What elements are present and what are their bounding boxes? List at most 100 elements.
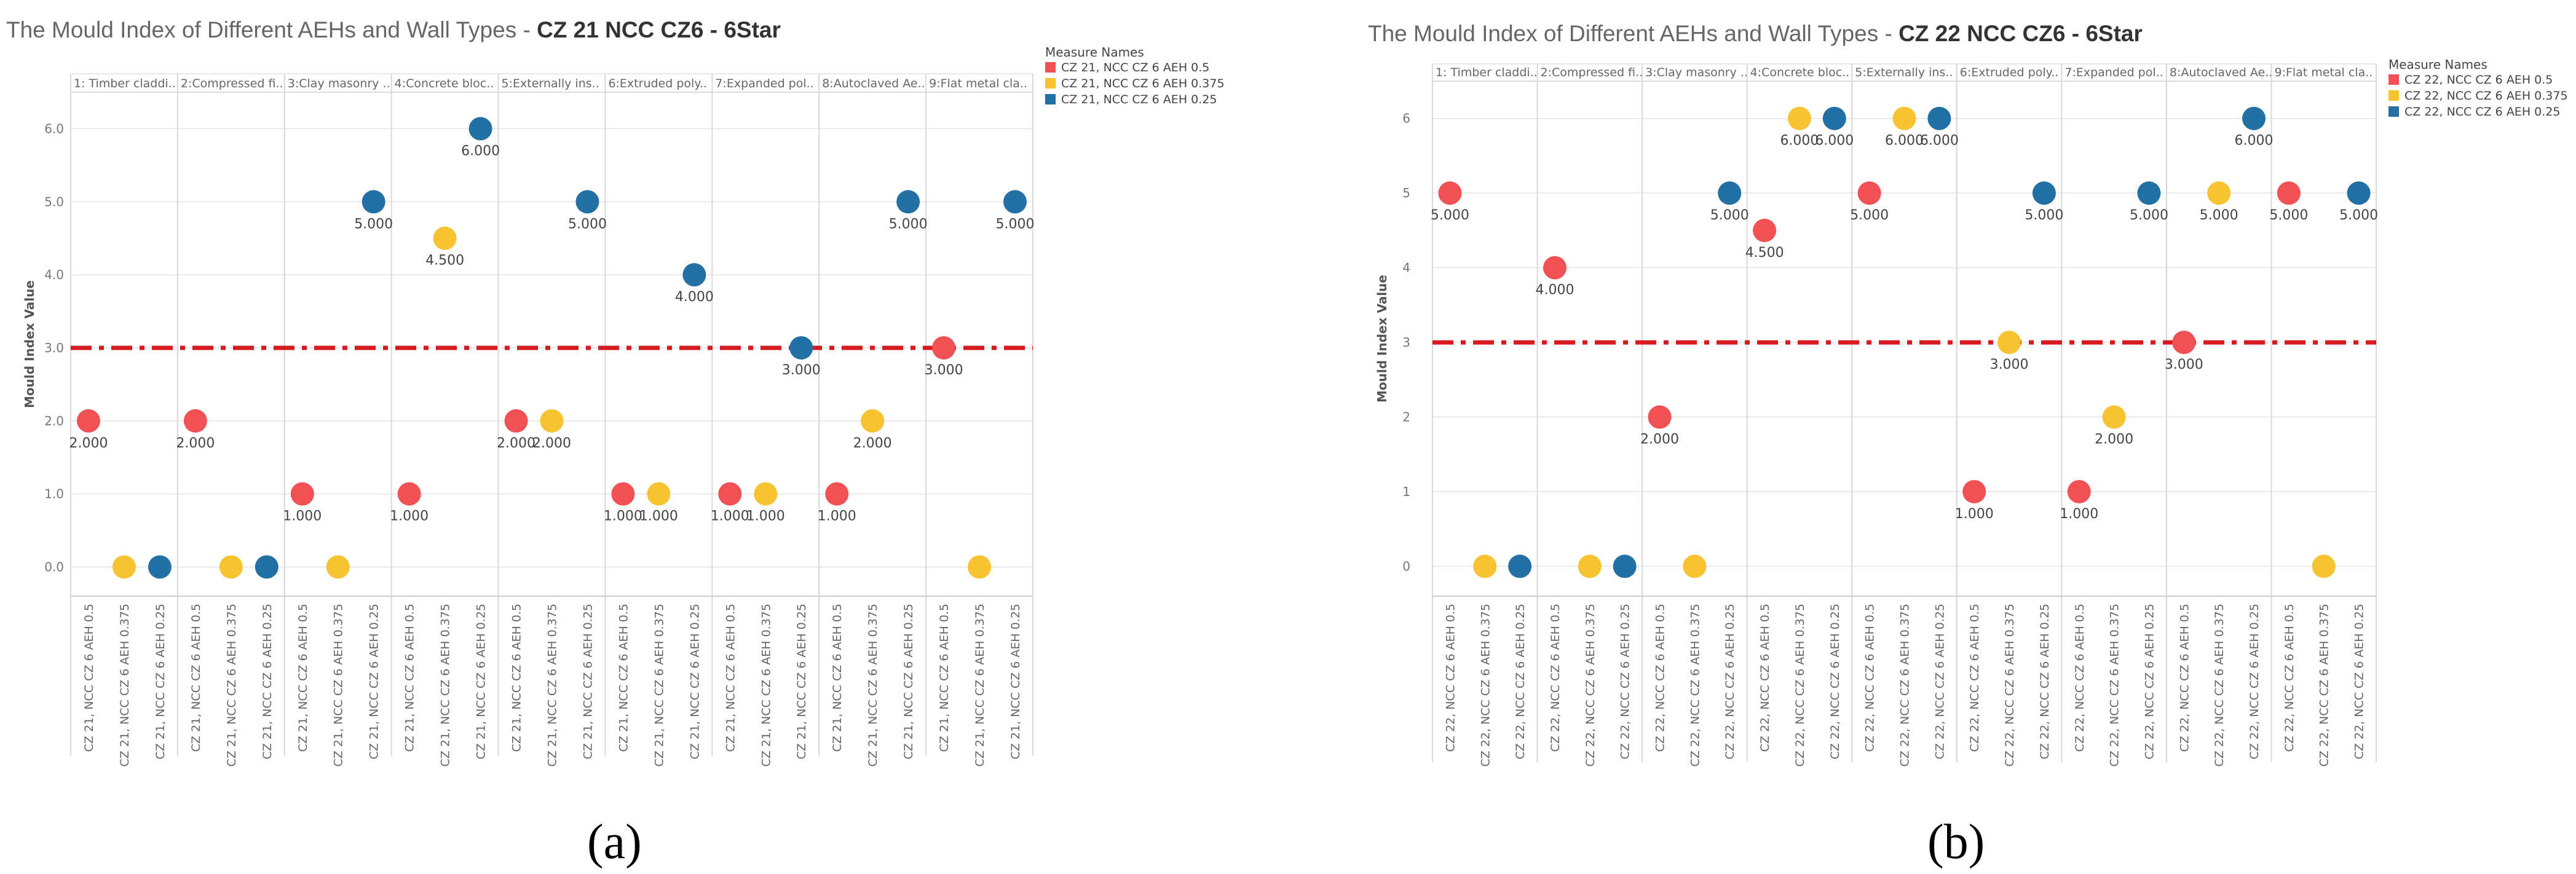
data-label-b-g3-s3: 5.000 [1710, 208, 1749, 223]
data-label-a-g9-s1: 3.000 [925, 363, 963, 378]
point-b-g6-s3 [2032, 181, 2056, 205]
data-label-a-g6-s1: 1.000 [604, 509, 642, 524]
point-b-g7-s1 [2067, 479, 2091, 503]
x-tick-label-a-6-2: CZ 21, NCC CZ 6 AEH 0.25 [795, 604, 808, 759]
x-tick-label-a-8-1: CZ 21, NCC CZ 6 AEH 0.375 [973, 604, 987, 767]
point-b-g3-s1 [1648, 405, 1672, 429]
data-label-a-g4-s1: 1.000 [390, 509, 429, 524]
data-label-b-g5-s1: 5.000 [1850, 208, 1889, 223]
point-b-g8-s1 [2172, 331, 2196, 355]
y-tick-label-b-3: 3 [1402, 335, 1410, 350]
data-label-a-g4-s2: 4.500 [425, 253, 464, 269]
group-header-a-2: 3:Clay masonry .. [288, 77, 390, 90]
point-a-g2-s2 [219, 555, 243, 579]
point-a-g2-s3 [255, 555, 279, 579]
y-tick-label-b-6: 6 [1402, 111, 1410, 126]
x-tick-label-b-2-0: CZ 22, NCC CZ 6 AEH 0.5 [1654, 604, 1667, 752]
y-tick-label-a-1: 1.0 [44, 487, 64, 502]
point-a-g5-s3 [575, 190, 599, 214]
x-tick-label-b-0-2: CZ 22, NCC CZ 6 AEH 0.25 [1514, 604, 1527, 759]
point-a-g8-s1 [825, 482, 849, 506]
x-tick-label-a-7-0: CZ 21, NCC CZ 6 AEH 0.5 [831, 604, 844, 752]
data-label-b-g1-s1: 5.000 [1431, 208, 1469, 223]
legend-entry-a-0: CZ 21, NCC CZ 6 AEH 0.5 [1061, 61, 1209, 74]
data-label-a-g8-s1: 1.000 [818, 509, 856, 524]
chart-title-b-bold: CZ 22 NCC CZ6 - 6Star [1898, 21, 2143, 46]
x-tick-label-a-4-2: CZ 21, NCC CZ 6 AEH 0.25 [581, 604, 595, 759]
point-b-g2-s1 [1543, 256, 1567, 280]
legend-title-b: Measure Names [2388, 57, 2487, 72]
group-header-a-7: 8:Autoclaved Ae.. [822, 77, 925, 90]
x-tick-label-b-4-1: CZ 22, NCC CZ 6 AEH 0.375 [1898, 604, 1912, 767]
point-a-g4-s1 [397, 482, 421, 506]
group-header-b-0: 1: Timber claddi.. [1436, 66, 1538, 79]
point-b-g4-s1 [1753, 218, 1777, 242]
legend-entry-a-2: CZ 21, NCC CZ 6 AEH 0.25 [1061, 93, 1217, 106]
x-tick-label-b-0-1: CZ 22, NCC CZ 6 AEH 0.375 [1479, 604, 1492, 767]
x-tick-label-a-1-0: CZ 21, NCC CZ 6 AEH 0.5 [189, 604, 203, 752]
data-label-a-g9-s3: 5.000 [996, 216, 1035, 232]
x-tick-label-a-5-1: CZ 21, NCC CZ 6 AEH 0.375 [652, 604, 666, 767]
point-b-g2-s2 [1578, 554, 1602, 578]
data-label-b-g4-s1: 4.500 [1745, 245, 1784, 261]
caption-a: (a) [587, 815, 642, 869]
data-label-b-g9-s1: 5.000 [2269, 208, 2308, 223]
point-a-g7-s3 [789, 336, 813, 360]
point-b-g1-s1 [1438, 181, 1462, 205]
point-b-g1-s3 [1508, 554, 1532, 578]
x-tick-label-a-3-2: CZ 21, NCC CZ 6 AEH 0.25 [475, 604, 488, 759]
point-b-g7-s3 [2137, 181, 2161, 205]
x-tick-label-a-7-2: CZ 21, NCC CZ 6 AEH 0.25 [902, 604, 915, 759]
data-label-a-g7-s1: 1.000 [711, 509, 749, 524]
data-label-b-g8-s3: 6.000 [2235, 133, 2274, 149]
legend-swatch-b-1 [2388, 90, 2399, 101]
group-header-a-3: 4:Concrete bloc.. [395, 77, 494, 90]
legend-swatch-b-2 [2388, 106, 2399, 117]
x-tick-label-b-0-0: CZ 22, NCC CZ 6 AEH 0.5 [1444, 604, 1457, 752]
point-a-g3-s2 [326, 555, 350, 579]
group-header-a-6: 7:Expanded pol.. [715, 77, 813, 90]
point-a-g8-s2 [861, 409, 885, 433]
y-tick-label-a-2: 2.0 [44, 414, 64, 428]
data-label-a-g6-s2: 1.000 [639, 509, 678, 524]
point-b-g9-s2 [2312, 554, 2336, 578]
data-label-b-g3-s1: 2.000 [1640, 432, 1679, 447]
point-b-g2-s3 [1613, 554, 1637, 578]
x-tick-label-b-8-0: CZ 22, NCC CZ 6 AEH 0.5 [2283, 604, 2296, 752]
y-axis-label-b: Mould Index Value [1375, 275, 1389, 403]
chart-title-a: The Mould Index of Different AEHs and Wa… [6, 17, 781, 43]
data-label-b-g7-s1: 1.000 [2060, 506, 2098, 522]
x-tick-label-a-4-1: CZ 21, NCC CZ 6 AEH 0.375 [546, 604, 559, 767]
legend-entry-b-1: CZ 22, NCC CZ 6 AEH 0.375 [2404, 89, 2568, 103]
x-tick-label-b-4-0: CZ 22, NCC CZ 6 AEH 0.5 [1863, 604, 1877, 752]
y-tick-label-a-6: 6.0 [44, 121, 64, 136]
point-a-g1-s2 [112, 555, 136, 579]
point-a-g8-s3 [896, 190, 920, 214]
point-a-g6-s1 [611, 482, 635, 506]
legend-swatch-a-2 [1045, 94, 1056, 104]
x-tick-label-a-8-2: CZ 21, NCC CZ 6 AEH 0.25 [1009, 604, 1022, 759]
legend-swatch-b-0 [2388, 74, 2399, 85]
chart-title-b-prefix: The Mould Index of Different AEHs and Wa… [1368, 21, 1899, 46]
point-a-g5-s1 [504, 409, 528, 433]
group-header-a-8: 9:Flat metal cla.. [929, 77, 1027, 90]
data-label-a-g6-s3: 4.000 [675, 289, 714, 305]
y-axis-label-a: Mould Index Value [22, 280, 37, 408]
legend-title-a: Measure Names [1045, 45, 1144, 60]
x-tick-label-b-8-1: CZ 22, NCC CZ 6 AEH 0.375 [2318, 604, 2331, 767]
x-tick-label-b-2-2: CZ 22, NCC CZ 6 AEH 0.25 [1723, 604, 1737, 759]
point-a-g7-s2 [754, 482, 778, 506]
chart-title-a-prefix: The Mould Index of Different AEHs and Wa… [6, 17, 537, 42]
data-label-a-g7-s2: 1.000 [746, 509, 785, 524]
data-label-a-g7-s3: 3.000 [782, 363, 821, 378]
data-label-a-g5-s2: 2.000 [532, 436, 571, 451]
x-tick-label-a-5-2: CZ 21, NCC CZ 6 AEH 0.25 [688, 604, 701, 759]
group-header-b-8: 9:Flat metal cla.. [2274, 66, 2373, 79]
legend-swatch-a-1 [1045, 78, 1056, 89]
x-tick-label-b-3-0: CZ 22, NCC CZ 6 AEH 0.5 [1758, 604, 1772, 752]
x-tick-label-b-5-0: CZ 22, NCC CZ 6 AEH 0.5 [1968, 604, 1981, 752]
x-tick-label-a-2-0: CZ 21, NCC CZ 6 AEH 0.5 [296, 604, 310, 752]
group-header-a-1: 2:Compressed fi.. [181, 77, 283, 90]
